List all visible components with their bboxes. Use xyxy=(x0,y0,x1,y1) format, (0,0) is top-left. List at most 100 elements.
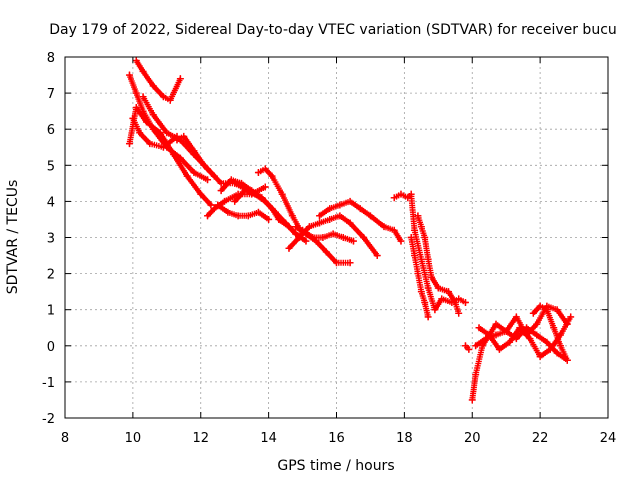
series-track-16 xyxy=(390,190,469,314)
data-point xyxy=(485,331,493,339)
data-point xyxy=(268,172,276,180)
data-point xyxy=(455,309,463,317)
data-point xyxy=(421,298,429,306)
x-tick-label: 22 xyxy=(532,431,549,446)
data-point xyxy=(506,338,514,346)
x-tick-label: 10 xyxy=(125,431,142,446)
data-point xyxy=(407,234,415,241)
data-point xyxy=(333,259,340,267)
x-tick-label: 24 xyxy=(600,431,617,446)
x-tick-label: 16 xyxy=(328,431,345,446)
data-point xyxy=(132,89,140,97)
series-track-12 xyxy=(285,212,381,260)
data-point xyxy=(424,255,432,263)
data-point xyxy=(451,298,459,306)
data-point xyxy=(472,371,480,379)
data-point xyxy=(278,190,286,198)
data-point xyxy=(346,259,354,267)
data-point xyxy=(139,93,147,101)
data-point xyxy=(411,252,419,260)
data-point xyxy=(221,197,229,205)
data-point xyxy=(407,190,415,198)
data-point xyxy=(455,295,463,303)
data-point xyxy=(404,194,412,202)
data-point xyxy=(163,129,171,137)
data-point xyxy=(516,324,524,332)
data-point xyxy=(132,57,140,65)
data-point xyxy=(472,342,480,350)
x-tick-label: 14 xyxy=(260,431,277,446)
data-point xyxy=(482,335,490,343)
data-point xyxy=(536,353,544,361)
y-tick-label: 4 xyxy=(47,195,55,210)
y-tick-label: 7 xyxy=(47,87,55,102)
data-point xyxy=(360,234,368,241)
data-point xyxy=(207,201,215,209)
data-point xyxy=(197,190,205,198)
series-markers xyxy=(462,342,472,353)
data-point xyxy=(319,234,327,241)
data-point xyxy=(424,313,432,321)
data-point xyxy=(244,212,252,220)
data-point xyxy=(543,338,551,346)
data-series xyxy=(125,57,575,404)
y-tick-label: -2 xyxy=(42,412,55,427)
data-point xyxy=(302,237,310,245)
data-point xyxy=(204,176,212,184)
data-point xyxy=(349,237,357,245)
data-point xyxy=(438,295,446,303)
data-point xyxy=(210,205,218,213)
data-point xyxy=(261,197,269,205)
data-point xyxy=(159,93,167,101)
data-point xyxy=(217,179,225,187)
data-point xyxy=(417,288,425,296)
data-point xyxy=(417,223,425,231)
data-point xyxy=(465,345,473,353)
x-tick-label: 8 xyxy=(61,431,69,446)
y-tick-label: 6 xyxy=(47,123,55,138)
data-point xyxy=(234,212,242,220)
data-point xyxy=(553,349,561,357)
data-point xyxy=(288,212,296,220)
data-point xyxy=(536,302,544,310)
data-point xyxy=(265,215,273,223)
data-point xyxy=(366,212,374,220)
data-point xyxy=(214,201,222,209)
axis-ticks xyxy=(64,56,609,419)
data-point xyxy=(495,345,503,353)
data-point xyxy=(129,114,137,122)
data-point xyxy=(346,219,354,227)
y-tick-label: -1 xyxy=(42,376,55,391)
data-point xyxy=(553,306,561,314)
data-point xyxy=(210,172,218,180)
data-point xyxy=(346,197,354,205)
data-point xyxy=(529,309,537,317)
data-point xyxy=(261,165,269,173)
data-point xyxy=(468,396,476,404)
data-point xyxy=(149,125,157,133)
data-point xyxy=(431,306,439,314)
y-axis-label: SDTVAR / TECUs xyxy=(5,180,21,295)
y-tick-label: 0 xyxy=(47,340,55,355)
data-point xyxy=(125,71,133,79)
data-point xyxy=(397,190,405,198)
data-point xyxy=(556,342,564,350)
data-point xyxy=(231,197,239,205)
series-track-8 xyxy=(214,201,273,223)
data-point xyxy=(251,190,259,198)
data-point xyxy=(316,219,324,227)
data-point xyxy=(373,252,381,260)
data-point xyxy=(261,183,269,191)
data-point xyxy=(428,273,436,281)
data-point xyxy=(183,172,191,180)
data-point xyxy=(390,226,398,234)
data-point xyxy=(424,284,432,292)
data-point xyxy=(329,230,337,238)
y-tick-label: 2 xyxy=(47,268,55,283)
data-point xyxy=(227,176,235,184)
data-point xyxy=(339,234,347,241)
data-point xyxy=(492,331,500,339)
y-tick-label: 8 xyxy=(47,51,55,66)
series-track-4 xyxy=(132,57,184,104)
data-point xyxy=(502,327,510,335)
